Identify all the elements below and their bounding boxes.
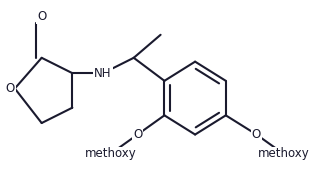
- Text: O: O: [252, 128, 261, 141]
- Text: methoxy: methoxy: [258, 147, 309, 160]
- Text: NH: NH: [94, 67, 112, 80]
- Text: O: O: [6, 82, 15, 95]
- Text: O: O: [37, 10, 46, 23]
- Text: methoxy: methoxy: [85, 147, 136, 160]
- Text: O: O: [133, 128, 142, 141]
